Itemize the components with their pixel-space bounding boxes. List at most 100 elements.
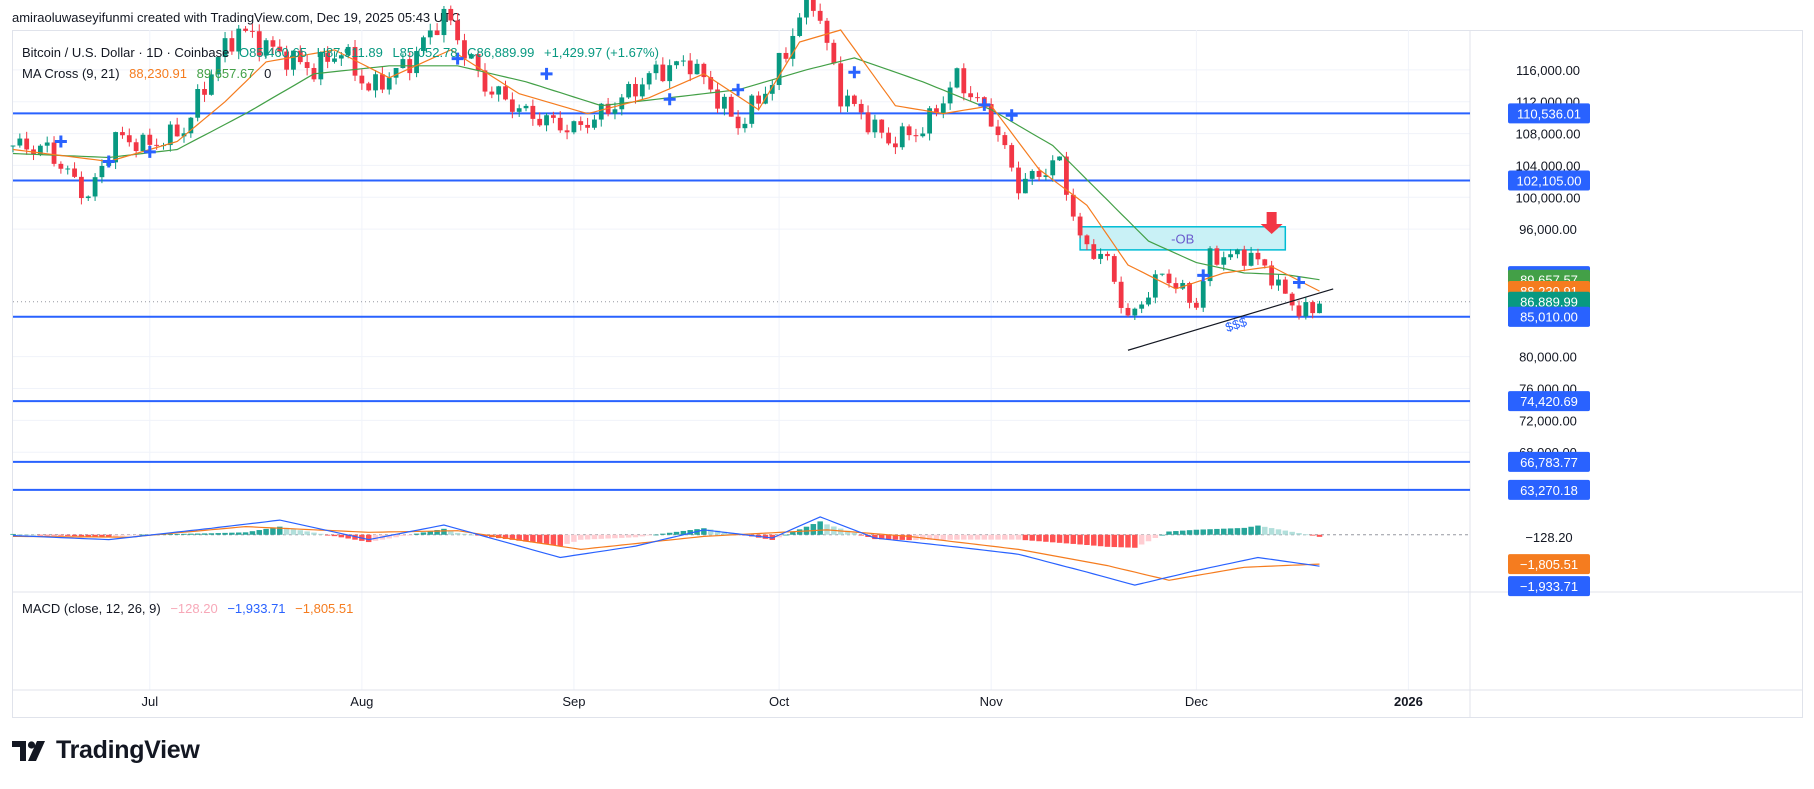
candle-body bbox=[434, 30, 440, 36]
macd-histogram-bar bbox=[174, 533, 180, 535]
candle-body bbox=[1077, 216, 1083, 236]
macd-histogram-bar bbox=[584, 534, 591, 540]
candle-body bbox=[879, 119, 885, 133]
macd-histogram-bar bbox=[194, 533, 201, 535]
macd-histogram-bar bbox=[707, 529, 714, 535]
tradingview-brand[interactable]: TradingView bbox=[12, 736, 200, 765]
candle-body bbox=[1125, 307, 1131, 316]
candle-body bbox=[1317, 303, 1322, 314]
candle-body bbox=[934, 108, 939, 114]
candle-body bbox=[1146, 297, 1151, 305]
macd-histogram-bar bbox=[215, 533, 221, 535]
time-tick-label: Jul bbox=[141, 694, 158, 709]
candle-body bbox=[373, 74, 378, 91]
macd-histogram-bar bbox=[1268, 528, 1275, 535]
candle-body bbox=[687, 60, 693, 75]
candle-body bbox=[735, 116, 741, 129]
time-tick-label: Dec bbox=[1185, 694, 1209, 709]
macd-histogram-bar bbox=[64, 534, 71, 536]
macd-histogram-bar bbox=[543, 534, 550, 545]
candle-body bbox=[1098, 253, 1104, 259]
macd-histogram-bar bbox=[1132, 534, 1138, 548]
candle-body bbox=[769, 85, 775, 94]
macd-histogram-bar bbox=[858, 534, 864, 536]
macd-histogram-bar bbox=[1309, 534, 1316, 536]
price-badge bbox=[1508, 306, 1590, 327]
candle-body bbox=[906, 126, 912, 136]
candle-body bbox=[44, 142, 50, 146]
candle-body bbox=[633, 83, 638, 97]
macd-histogram-bar bbox=[783, 534, 789, 536]
candle-body bbox=[564, 130, 570, 133]
price-tick-label: 96,000.00 bbox=[1519, 222, 1577, 237]
candle-body bbox=[270, 40, 276, 47]
macd-histogram-bar bbox=[338, 534, 345, 538]
cross-marker-icon bbox=[54, 135, 67, 148]
candle-body bbox=[1289, 293, 1295, 306]
candle-body bbox=[626, 83, 632, 98]
candle-body bbox=[858, 103, 864, 113]
macd-histogram-bar bbox=[926, 534, 933, 540]
cross-marker-icon bbox=[1292, 276, 1305, 289]
macd-histogram-bar bbox=[995, 534, 1001, 540]
macd-histogram-bar bbox=[365, 534, 372, 543]
candle-body bbox=[1084, 235, 1090, 245]
macd-histogram-bar bbox=[1221, 528, 1227, 535]
level-price-badge-text: 110,536.01 bbox=[1517, 106, 1581, 121]
brand-name: TradingView bbox=[56, 736, 200, 764]
macd-histogram-bar bbox=[1173, 531, 1179, 535]
candle-body bbox=[10, 145, 16, 147]
macd-histogram-bar bbox=[1050, 534, 1056, 543]
macd-histogram-bar bbox=[653, 534, 659, 536]
macd-histogram-bar bbox=[714, 530, 721, 535]
symbol-title: Bitcoin / U.S. Dollar · 1D · Coinbase bbox=[22, 45, 230, 60]
candle-body bbox=[838, 63, 844, 107]
macd-histogram-bar bbox=[1234, 528, 1241, 535]
macd-histogram-bar bbox=[974, 534, 981, 540]
level-price-badge-text: 66,783.77 bbox=[1520, 455, 1578, 470]
macd-histogram-bar bbox=[454, 532, 461, 535]
candle-body bbox=[831, 42, 837, 64]
macd-histogram-bar bbox=[817, 521, 823, 535]
macd-line-value: −1,933.71 bbox=[227, 601, 286, 616]
candle-body bbox=[995, 126, 1001, 136]
candle-body bbox=[1036, 170, 1042, 177]
candle-body bbox=[804, 0, 809, 18]
macd-histogram-bar bbox=[796, 529, 803, 535]
macd-histogram-bar bbox=[1015, 534, 1022, 540]
macd-histogram-bar bbox=[1200, 529, 1206, 535]
symbol-legend: Bitcoin / U.S. Dollar · 1D · Coinbase O8… bbox=[22, 45, 665, 60]
candle-body bbox=[284, 51, 290, 70]
candle-body bbox=[24, 138, 30, 150]
macd-histogram-bar bbox=[468, 534, 475, 536]
candle-body bbox=[1193, 302, 1199, 308]
candle-body bbox=[598, 103, 604, 120]
macd-histogram-bar bbox=[1008, 534, 1015, 540]
candle-body bbox=[1221, 257, 1227, 265]
candle-body bbox=[1310, 302, 1316, 314]
candle-body bbox=[1152, 274, 1158, 298]
macd-histogram-bar bbox=[58, 534, 64, 536]
cross-marker-icon bbox=[451, 52, 464, 65]
ohlc-open: O85,460.65 bbox=[238, 45, 307, 60]
macd-histogram-bar bbox=[126, 534, 133, 536]
candle-body bbox=[783, 52, 789, 59]
macd-hist-badge bbox=[1508, 526, 1590, 547]
macd-histogram-bar bbox=[181, 533, 187, 535]
candle-body bbox=[1207, 248, 1213, 282]
chart-canvas[interactable]: -OB $$$ 116,000.00112,000.00108,000.0010… bbox=[0, 0, 1814, 720]
macd-histogram-bar bbox=[1282, 530, 1289, 535]
candle-body bbox=[304, 62, 310, 68]
candle-body bbox=[947, 87, 953, 104]
order-block-zone bbox=[1079, 226, 1287, 251]
candle-body bbox=[113, 132, 118, 163]
candle-body bbox=[400, 59, 406, 69]
macd-histogram-bar bbox=[99, 534, 105, 538]
time-tick-label: Sep bbox=[562, 694, 585, 709]
macd-histogram-bar bbox=[1070, 534, 1076, 544]
candle-body bbox=[133, 142, 139, 152]
macd-histogram-bar bbox=[167, 534, 174, 535]
macd-histogram-bar bbox=[37, 534, 44, 536]
horizontal-levels bbox=[13, 112, 1470, 491]
macd-histogram-bar bbox=[1166, 531, 1172, 535]
